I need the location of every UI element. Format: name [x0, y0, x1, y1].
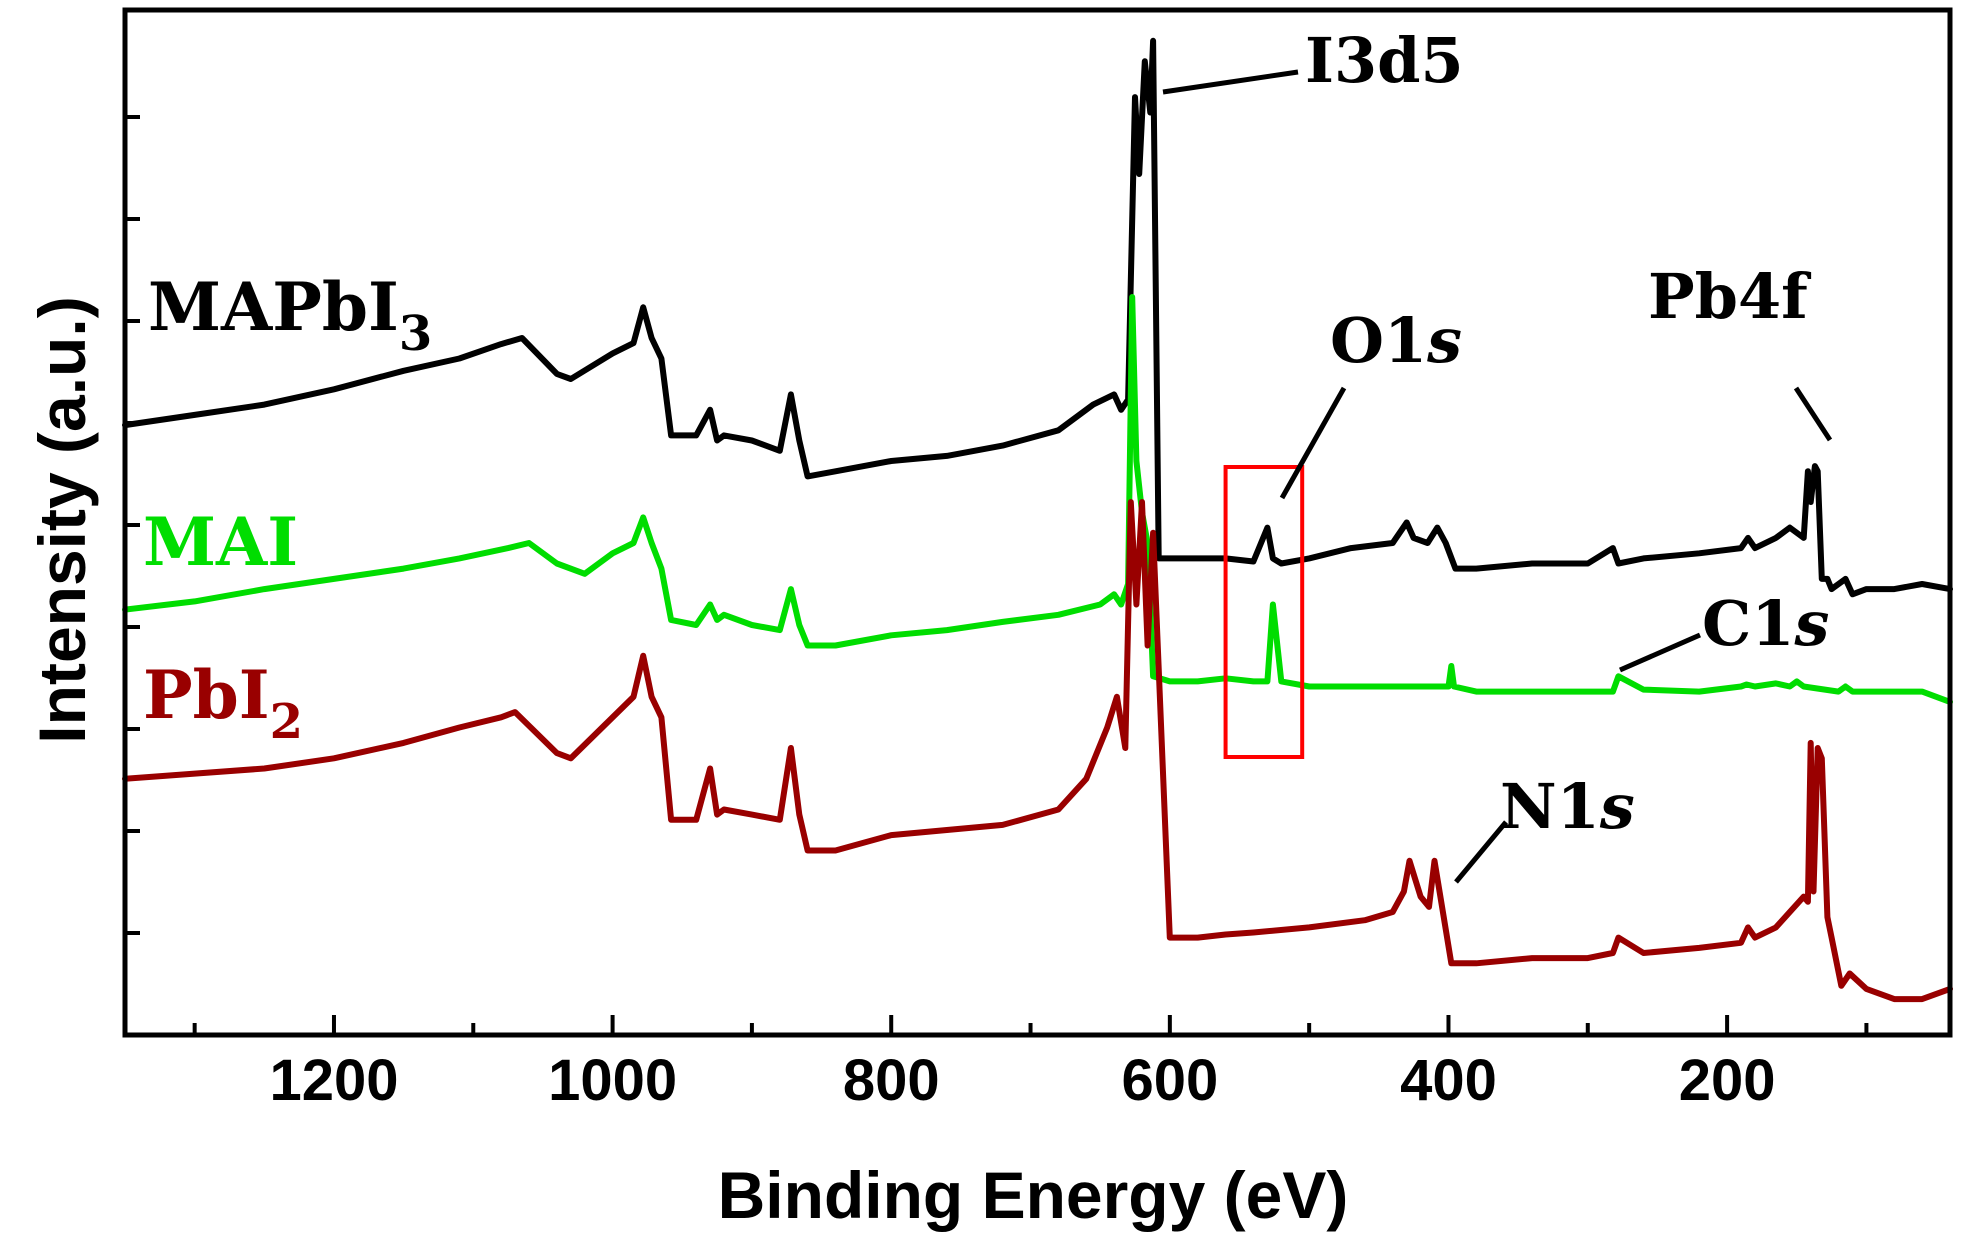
series-label-mai-main: MAI — [143, 503, 298, 581]
annotation-pb4f-text: Pb4f — [1648, 260, 1811, 333]
series-layer — [122, 37, 1953, 1003]
annotation-c1s-italic: s — [1794, 587, 1830, 660]
i3d5-leader — [1162, 69, 1299, 95]
annotation-i3d5-text: I3d5 — [1305, 24, 1464, 97]
c1s-leader — [1618, 632, 1702, 673]
series-line-mapbi3 — [122, 37, 1953, 598]
y-axis-title: Intensity (a.u.) — [25, 296, 99, 743]
series-label-mapbi3-sub: 3 — [399, 306, 432, 362]
series-label-pbi2-main: PbI — [143, 656, 270, 734]
series-line-mai — [122, 294, 1953, 705]
o1s-leader — [1279, 386, 1347, 500]
annotation-n1s-text: N1 — [1500, 770, 1600, 843]
annotation-c1s-text: C1 — [1702, 587, 1795, 660]
o1s-highlight-box — [1223, 465, 1305, 759]
x-tick-label: 800 — [843, 1048, 940, 1113]
series-label-mapbi3-main: MAPbI — [148, 268, 399, 346]
x-axis-title: Binding Energy (eV) — [718, 1158, 1349, 1232]
x-tick-label: 200 — [1679, 1048, 1776, 1113]
series-label-pbi2-sub: 2 — [270, 694, 303, 750]
series-label-mai: MAI — [143, 503, 298, 581]
pb4f-leader — [1793, 386, 1833, 442]
series-label-pbi2: PbI2 — [143, 656, 303, 750]
annotation-pb4f: Pb4f — [1648, 260, 1811, 333]
x-tick-labels: 1200 1000 800 600 400 200 — [269, 1048, 1775, 1113]
x-tick-label: 1200 — [269, 1048, 398, 1113]
series-line-pbi2 — [122, 499, 1953, 1003]
axes-frame — [122, 7, 1953, 1038]
x-tick-label: 1000 — [548, 1048, 677, 1113]
annotation-leader-lines — [1162, 69, 1833, 884]
annotation-i3d5: I3d5 — [1305, 24, 1464, 97]
n1s-leader — [1454, 820, 1508, 884]
annotation-o1s-text: O1 — [1330, 304, 1427, 377]
annotation-n1s-italic: s — [1599, 770, 1635, 843]
annotation-c1s: C1s — [1702, 587, 1829, 660]
x-tick-label: 400 — [1400, 1048, 1497, 1113]
tick-layer — [125, 115, 1869, 1035]
x-tick-label: 600 — [1121, 1048, 1218, 1113]
series-label-mapbi3: MAPbI3 — [148, 268, 432, 362]
annotation-n1s: N1s — [1500, 770, 1635, 843]
annotation-o1s-italic: s — [1426, 304, 1462, 377]
plot-frame — [122, 7, 1953, 1038]
annotation-o1s: O1s — [1330, 304, 1462, 377]
